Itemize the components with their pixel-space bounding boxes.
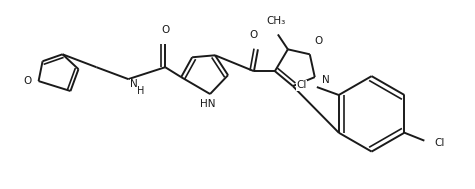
Text: Cl: Cl — [296, 80, 307, 90]
Text: O: O — [250, 30, 258, 40]
Text: H: H — [137, 86, 145, 96]
Text: HN: HN — [200, 99, 216, 109]
Text: N: N — [322, 75, 330, 85]
Text: Cl: Cl — [434, 138, 445, 148]
Text: O: O — [23, 76, 32, 86]
Text: O: O — [315, 36, 323, 46]
Text: O: O — [161, 26, 169, 35]
Text: CH₃: CH₃ — [266, 15, 285, 26]
Text: N: N — [130, 79, 138, 89]
